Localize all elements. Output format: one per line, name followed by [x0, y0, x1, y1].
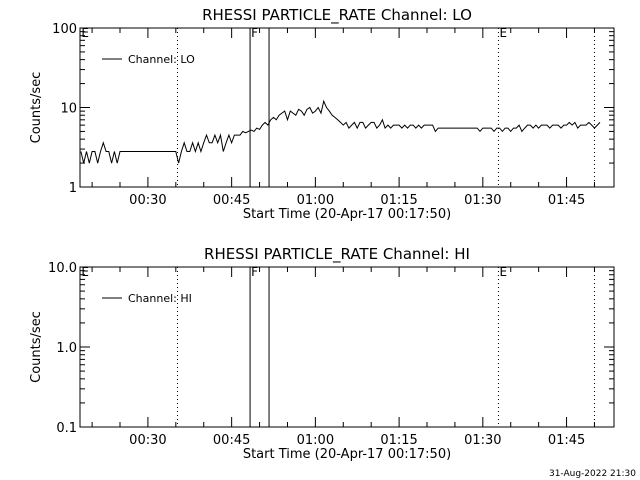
panel-lo-channel: RHESSI PARTICLE_RATE Channel: LO Counts/s…	[29, 6, 615, 222]
x-tick-label: 00:45	[213, 193, 250, 208]
x-tick-label: 00:30	[129, 193, 166, 208]
panel-hi-channel: RHESSI PARTICLE_RATE Channel: HI Counts/s…	[29, 245, 615, 462]
x-tick-label: 01:30	[464, 433, 501, 448]
y-axis-label: Counts/sec	[29, 311, 44, 383]
event-marker-label: E	[81, 26, 89, 40]
y-tick-label: 100	[52, 22, 77, 37]
x-tick-label: 01:00	[297, 193, 334, 208]
y-tick-label: 0.1	[56, 421, 77, 436]
x-tick-label: 01:45	[548, 433, 585, 448]
legend-label: Channel: HI	[128, 292, 192, 305]
plot-frame	[79, 266, 615, 428]
x-tick-label: 01:45	[548, 193, 585, 208]
event-marker-label: F	[251, 26, 258, 40]
x-tick-label: 01:15	[380, 193, 417, 208]
footer-timestamp: 31-Aug-2022 21:30	[549, 469, 636, 479]
y-tick-label: 1	[69, 181, 77, 196]
x-axis-label: Start Time (20-Apr-17 00:17:50)	[243, 207, 451, 222]
event-marker-label: E	[81, 265, 89, 279]
x-tick-label: 00:45	[213, 433, 250, 448]
event-marker-label: E	[499, 265, 507, 279]
y-tick-label: 10.0	[48, 261, 77, 276]
chart-title: RHESSI PARTICLE_RATE Channel: HI	[204, 245, 470, 264]
series-line	[80, 99, 601, 164]
x-tick-label: 01:30	[464, 193, 501, 208]
plot-frame	[79, 27, 615, 188]
legend-label: Channel: LO	[128, 53, 195, 66]
x-tick-label: 01:00	[297, 433, 334, 448]
y-tick-label: 1.0	[56, 341, 77, 356]
y-axis-label: Counts/sec	[29, 72, 44, 144]
x-axis-label: Start Time (20-Apr-17 00:17:50)	[243, 447, 451, 462]
x-tick-label: 01:15	[380, 433, 417, 448]
event-marker-label: E	[499, 26, 507, 40]
y-tick-label: 10	[60, 102, 77, 117]
chart-title: RHESSI PARTICLE_RATE Channel: LO	[202, 6, 472, 25]
event-marker-label: F	[251, 265, 258, 279]
x-tick-label: 00:30	[129, 433, 166, 448]
